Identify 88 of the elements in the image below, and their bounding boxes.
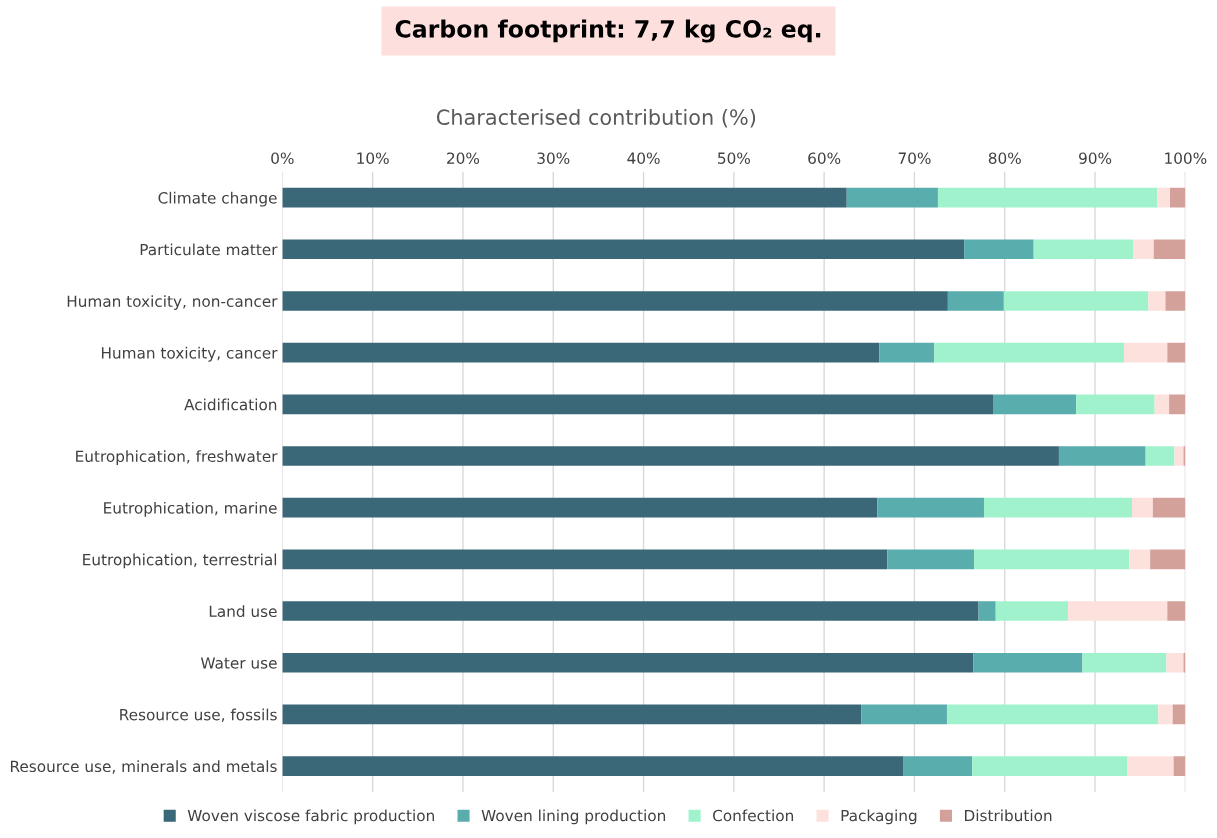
bar: [995, 601, 1068, 621]
bar: [1003, 291, 1149, 311]
x-tick-label: 0%: [271, 152, 294, 164]
bar: [1132, 497, 1153, 518]
bar: [1165, 291, 1186, 311]
bar: [1150, 549, 1186, 570]
bar: [1033, 239, 1133, 260]
bar: [1154, 394, 1170, 415]
y-tick-label: Human toxicity, cancer: [101, 346, 278, 362]
y-tick-label: Land use: [209, 605, 277, 618]
x-tick-label: 10%: [357, 152, 389, 164]
bar: [934, 342, 1124, 363]
bar: [993, 394, 1077, 415]
bar: [282, 652, 974, 673]
bar: [887, 549, 975, 570]
y-tick-label: Human toxicity, non-cancer: [67, 295, 278, 310]
bar: [978, 601, 996, 621]
y-tick-label: Eutrophication, marine: [104, 501, 277, 517]
bar: [1173, 756, 1186, 776]
y-tick-label: Acidification: [184, 398, 277, 411]
bar: [877, 497, 984, 518]
y-tick-label: Climate change: [158, 191, 277, 207]
bar: [1169, 394, 1186, 415]
chart-subtitle: Characterised contribution (%): [436, 108, 756, 128]
bar: [282, 446, 1059, 466]
bar: [1145, 446, 1175, 466]
bar: [964, 239, 1034, 260]
bar: [937, 187, 1158, 208]
x-tick-label: 80%: [988, 152, 1021, 164]
y-tick-label: Resource use, fossils: [120, 708, 277, 722]
y-tick-label: Particulate matter: [140, 243, 278, 256]
y-tick-label: Water use: [200, 657, 277, 669]
bar: [846, 187, 938, 208]
bar: [1129, 549, 1151, 570]
legend-label: Woven viscose fabric production: [187, 809, 434, 825]
bar: [879, 342, 935, 363]
bar: [946, 704, 1159, 725]
bar: [1082, 652, 1167, 673]
bar: [282, 291, 948, 311]
bar: [1152, 497, 1186, 518]
x-tick-label: 90%: [1079, 152, 1112, 164]
y-tick-label: Eutrophication, terrestrial: [83, 553, 277, 569]
bar: [983, 497, 1133, 518]
bar: [947, 291, 1004, 311]
bar: [1067, 601, 1168, 621]
legend-label: Woven lining production: [481, 809, 666, 825]
x-tick-label: 50%: [718, 152, 750, 164]
x-tick-label: 70%: [898, 152, 931, 164]
bar: [282, 549, 888, 570]
bar: [1172, 704, 1186, 725]
bar: [1170, 187, 1186, 208]
bar: [1123, 342, 1168, 363]
bar: [282, 704, 862, 725]
legend-label: Packaging: [841, 809, 917, 825]
legend-label: Confection: [713, 809, 793, 822]
bar: [282, 342, 880, 363]
bar: [903, 756, 973, 776]
legend-label: Distribution: [965, 809, 1052, 822]
bar: [1167, 601, 1186, 621]
bar: [1132, 239, 1154, 260]
bar: [282, 187, 847, 208]
bar: [973, 652, 1083, 673]
x-tick-label: 40%: [627, 152, 660, 164]
bar: [974, 549, 1130, 570]
y-tick-label: Eutrophication, freshwater: [76, 450, 278, 465]
bar: [1058, 446, 1146, 466]
x-tick-label: 20%: [447, 152, 480, 164]
bar: [282, 239, 965, 260]
bar: [1174, 446, 1184, 466]
x-tick-label: 60%: [808, 152, 841, 164]
y-tick-label: Resource use, minerals and metals: [10, 760, 277, 774]
bar: [282, 601, 979, 621]
bar: [861, 704, 947, 725]
x-tick-label: 100%: [1165, 152, 1207, 164]
x-tick-label: 30%: [537, 152, 570, 164]
bar: [1166, 652, 1184, 673]
bar: [282, 394, 994, 415]
bar: [282, 756, 904, 776]
bar: [1153, 239, 1186, 260]
bar: [1127, 756, 1174, 776]
bar: [1148, 291, 1166, 311]
bar: [1157, 187, 1171, 208]
bar: [282, 497, 878, 518]
bar: [1167, 342, 1186, 363]
bar: [972, 756, 1128, 776]
bar: [1158, 704, 1173, 725]
bar: [1076, 394, 1155, 415]
chart-title: Carbon footprint: 7,7 kg CO₂ eq.: [395, 19, 821, 43]
